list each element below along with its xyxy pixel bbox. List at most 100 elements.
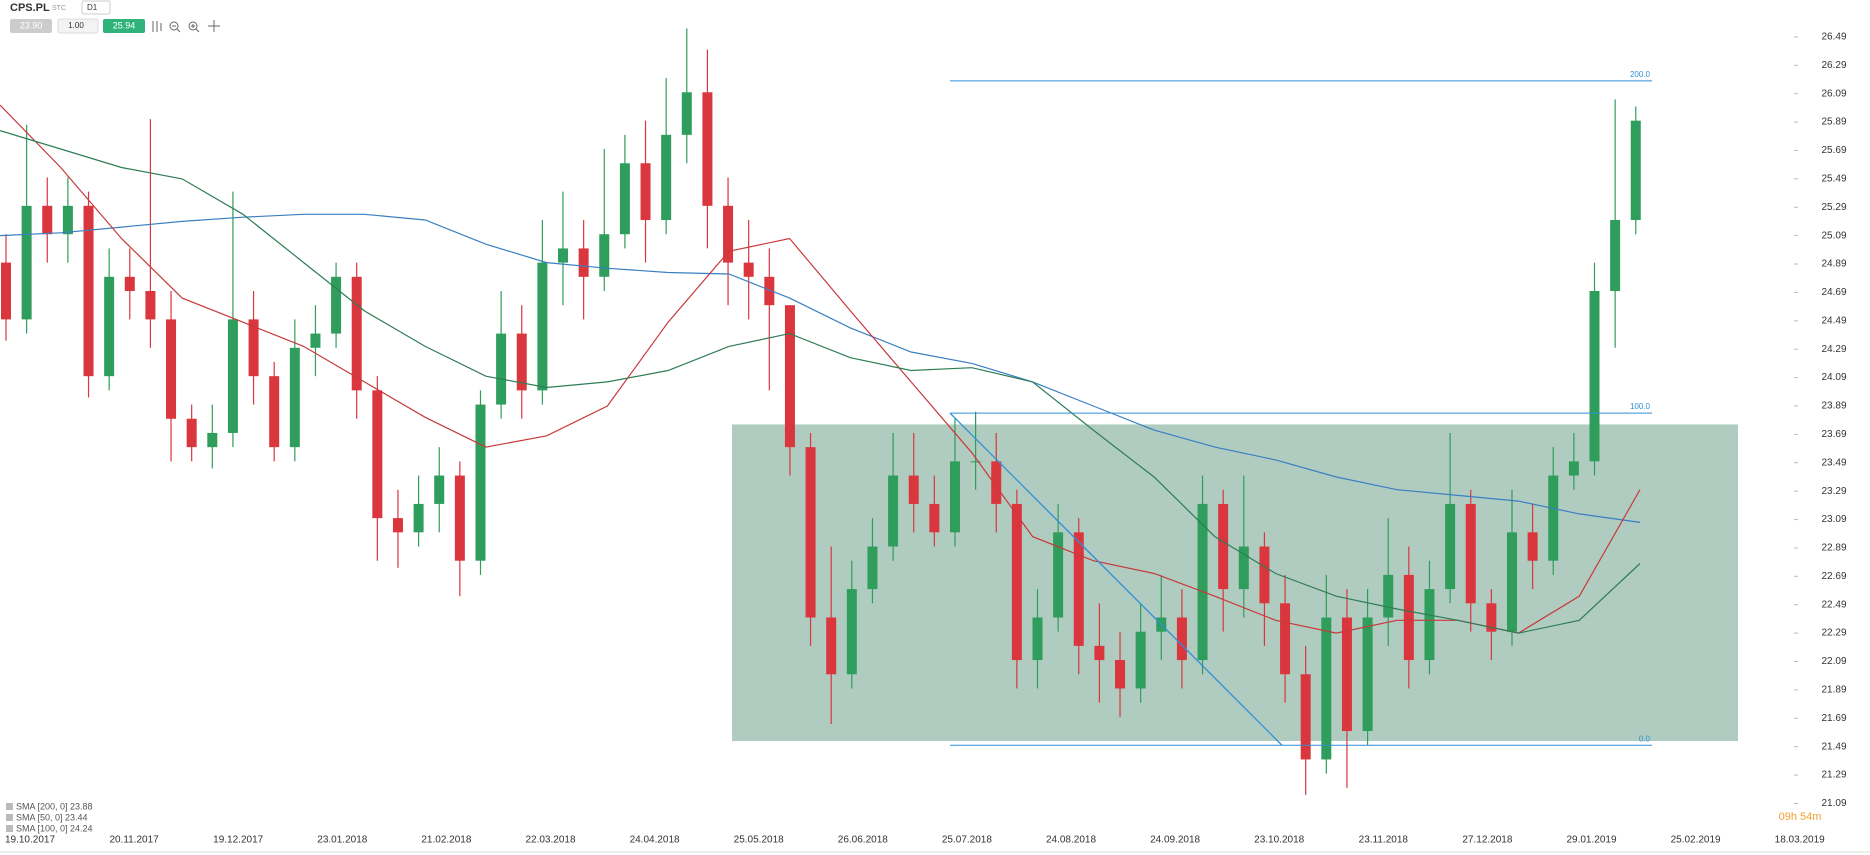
crosshair-icon[interactable]	[208, 20, 220, 32]
candle-body	[537, 262, 548, 391]
candle-body	[970, 461, 981, 463]
candle-body	[640, 163, 651, 221]
candle-body	[207, 432, 218, 448]
candle-body	[248, 319, 259, 377]
x-tick-label: 25.07.2018	[942, 835, 992, 846]
candle-body	[1610, 220, 1621, 292]
bid-box[interactable]	[10, 19, 52, 33]
candle-body	[702, 92, 713, 206]
interval-box[interactable]	[81, 0, 111, 15]
x-tick-label: 19.10.2017	[5, 835, 55, 846]
legend-icon	[6, 825, 13, 832]
candle-body	[805, 447, 816, 618]
candle-body	[1280, 603, 1291, 675]
candle-body	[104, 276, 115, 377]
candle-body	[1568, 461, 1579, 476]
interval[interactable]: D1	[87, 3, 98, 12]
fib-trend-line	[949, 412, 1283, 746]
market[interactable]: STC	[52, 5, 66, 12]
y-tick-label: 22.29	[1821, 628, 1846, 639]
candle-body	[1548, 475, 1559, 561]
y-tick-label: 26.49	[1821, 32, 1846, 43]
y-tick-label: 23.09	[1821, 514, 1846, 525]
bid[interactable]: 23.90	[20, 20, 43, 30]
ask[interactable]: 25.94	[113, 20, 136, 30]
candle-body	[908, 475, 919, 504]
volume[interactable]: 1.00	[68, 21, 84, 30]
x-tick-label: 18.03.2019	[1775, 835, 1825, 846]
candle-body	[1176, 617, 1187, 661]
candle-body	[1135, 631, 1146, 689]
candle-body	[1032, 617, 1043, 661]
y-tick-label: 23.69	[1821, 429, 1846, 440]
candle-body	[1424, 589, 1435, 661]
fib-label: 100.0	[1630, 402, 1651, 411]
candle-body	[764, 276, 775, 306]
sma-line	[0, 104, 1641, 634]
y-tick-label: 24.29	[1821, 344, 1846, 355]
y-tick-label: 23.49	[1821, 457, 1846, 468]
x-tick-label: 27.12.2018	[1462, 835, 1512, 846]
sma-line	[0, 213, 1641, 523]
x-tick-label: 24.09.2018	[1150, 835, 1200, 846]
x-tick-label: 29.01.2019	[1566, 835, 1616, 846]
y-tick-label: 21.69	[1821, 713, 1846, 724]
candle-body	[1011, 503, 1022, 661]
candle-body	[1362, 617, 1373, 732]
candle-body	[62, 205, 73, 235]
candle-body	[145, 291, 156, 320]
candle-body	[1383, 574, 1394, 618]
ask-box[interactable]	[103, 19, 145, 33]
candle-body	[723, 205, 734, 263]
candle-body	[578, 248, 589, 277]
candle-body	[310, 333, 321, 348]
chart-type-icon[interactable]	[152, 21, 162, 32]
x-tick-label: 23.01.2018	[317, 835, 367, 846]
y-tick-label: 25.49	[1821, 174, 1846, 185]
candle-body	[743, 262, 754, 277]
y-tick-label: 21.89	[1821, 685, 1846, 696]
zoom-out-icon[interactable]	[169, 21, 179, 31]
x-tick-label: 21.02.2018	[421, 835, 471, 846]
candle-body	[1486, 603, 1497, 632]
legend-icon	[6, 803, 13, 810]
candle-body	[1465, 503, 1476, 604]
candle-body	[1445, 503, 1456, 590]
toolbar: CPS.PL STC D1 23.90 1.00 25.94	[10, 0, 220, 34]
candle-body	[392, 518, 403, 533]
y-tick-label: 25.69	[1821, 145, 1846, 156]
candle-body	[227, 319, 238, 433]
range-box	[732, 424, 1738, 741]
candle-body	[1197, 503, 1208, 661]
candle-body	[867, 546, 878, 590]
zoom-in-icon[interactable]	[188, 21, 198, 31]
fib-label: 0.0	[1639, 734, 1651, 743]
y-tick-label: 25.29	[1821, 202, 1846, 213]
y-tick-label: 25.09	[1821, 230, 1846, 241]
x-tick-label: 24.04.2018	[630, 835, 680, 846]
candle-body	[1073, 532, 1084, 646]
candle-body	[331, 276, 342, 334]
y-tick-label: 24.49	[1821, 315, 1846, 326]
candle-body	[929, 503, 940, 533]
candle-body	[991, 461, 1002, 504]
x-tick-label: 19.12.2017	[213, 835, 263, 846]
volume-box[interactable]	[57, 18, 99, 34]
y-tick-label: 24.09	[1821, 372, 1846, 383]
candle-body	[599, 234, 610, 277]
candle-body	[166, 319, 177, 419]
candle-body	[1589, 291, 1600, 462]
y-tick-label: 24.69	[1821, 287, 1846, 298]
candle-body	[496, 333, 507, 405]
x-tick-label: 23.10.2018	[1254, 835, 1304, 846]
candle-body	[1300, 674, 1311, 760]
x-tick-label: 22.03.2018	[525, 835, 575, 846]
legend-label: SMA [50, 0] 23.44	[16, 812, 88, 822]
y-tick-label: 21.09	[1821, 798, 1846, 809]
candle-body	[826, 617, 837, 675]
y-tick-label: 23.89	[1821, 401, 1846, 412]
candle-body	[784, 305, 795, 448]
y-tick-label: 24.89	[1821, 259, 1846, 270]
y-tick-label: 23.29	[1821, 486, 1846, 497]
